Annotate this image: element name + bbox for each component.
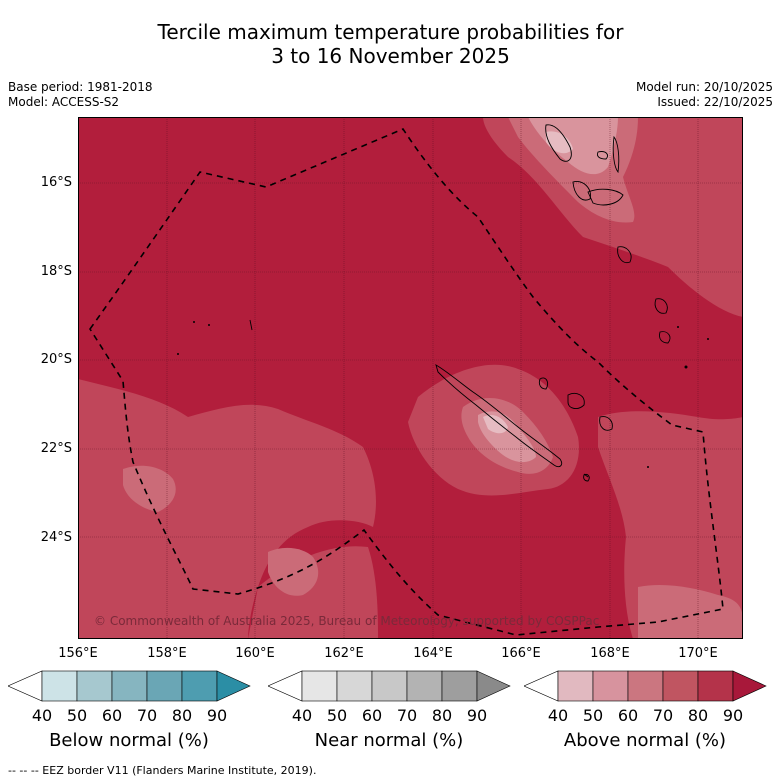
cbar-below-title: Below normal (%): [49, 730, 209, 751]
lat-label-18s: 18°S: [40, 264, 72, 279]
cbar-below-tick-50: 50: [66, 706, 88, 725]
island-erromango: [617, 246, 632, 264]
cbar-near-tick-60: 60: [361, 706, 383, 725]
cbar-above-seg-3: [627, 670, 664, 702]
cbar-above-seg-2: [592, 670, 629, 702]
region-70-bottom: [248, 546, 378, 639]
colorbar-below: [8, 670, 251, 702]
cbar-above-tick-40: 40: [547, 706, 569, 725]
cbar-near-seg-6: [476, 670, 511, 702]
eez-border: [89, 128, 724, 636]
region-70-southwest: [78, 379, 376, 639]
island-ambae: [597, 151, 609, 160]
lon-label-156e: 156°E: [58, 646, 98, 661]
lat-label-16s: 16°S: [40, 175, 72, 190]
island-isle-of-pines: [583, 474, 590, 482]
lon-label-158e: 158°E: [147, 646, 187, 661]
base-period: Base period: 1981-2018: [8, 80, 153, 94]
island-malekula: [572, 181, 591, 201]
lon-label-170e: 170°E: [678, 646, 718, 661]
cbar-near-seg-1: [301, 670, 338, 702]
cbar-near-tick-40: 40: [291, 706, 313, 725]
lon-label-162e: 162°E: [324, 646, 364, 661]
island-mare: [599, 416, 613, 431]
region-70-east: [598, 411, 743, 639]
issued-date: Issued: 22/10/2025: [657, 95, 773, 109]
eez-footnote: -- -- -- EEZ border V11 (Flanders Marine…: [8, 764, 317, 777]
island-lifou: [567, 393, 585, 409]
cbar-below-seg-2: [76, 670, 113, 702]
island-chesterfield: [249, 319, 253, 331]
island-tanna: [654, 298, 668, 314]
cbar-above-seg-6: [732, 670, 767, 702]
cbar-below-tick-90: 90: [206, 706, 228, 725]
island-matthew: [583, 473, 589, 478]
island-new-caledonia: [435, 364, 563, 468]
lat-label-20s: 20°S: [40, 352, 72, 367]
region-60-west: [123, 465, 176, 512]
cbar-below-tick-80: 80: [171, 706, 193, 725]
colorbar-above: [524, 670, 767, 702]
cbar-above-tick-70: 70: [652, 706, 674, 725]
cbar-above-tick-90: 90: [722, 706, 744, 725]
island-aneityum: [659, 331, 671, 344]
colorbar-near: [268, 670, 511, 702]
lat-label-22s: 22°S: [40, 441, 72, 456]
lon-label-164e: 164°E: [413, 646, 453, 661]
cbar-near-tick-70: 70: [396, 706, 418, 725]
cbar-below-tick-70: 70: [136, 706, 158, 725]
cbar-near-seg-4: [406, 670, 443, 702]
cbar-near-seg-0: [268, 670, 303, 702]
small-islands: [177, 321, 709, 468]
island-pentecost: [612, 135, 620, 174]
region-50-northeast: [528, 117, 618, 175]
cbar-near-tick-50: 50: [326, 706, 348, 725]
probability-map: © Commonwealth of Australia 2025, Bureau…: [78, 117, 743, 639]
island-ouvea: [538, 377, 549, 390]
cbar-below-seg-3: [111, 670, 148, 702]
title-line-1: Tercile maximum temperature probabilitie…: [157, 20, 624, 44]
cbar-below-tick-40: 40: [31, 706, 53, 725]
island-efate: [587, 188, 624, 206]
cbar-above-tick-80: 80: [687, 706, 709, 725]
cbar-above-seg-0: [524, 670, 559, 702]
island-espiritu-santo: [545, 124, 572, 162]
cbar-above-tick-50: 50: [582, 706, 604, 725]
lon-label-168e: 168°E: [590, 646, 630, 661]
cbar-below-tick-60: 60: [101, 706, 123, 725]
cbar-near-tick-90: 90: [466, 706, 488, 725]
coastlines: [249, 124, 671, 482]
cbar-near-seg-3: [371, 670, 408, 702]
lat-label-24s: 24°S: [40, 530, 72, 545]
cbar-above-tick-60: 60: [617, 706, 639, 725]
cbar-near-title: Near normal (%): [314, 730, 464, 751]
cbar-near-seg-5: [441, 670, 478, 702]
cbar-above-seg-4: [662, 670, 699, 702]
cbar-below-seg-0: [8, 670, 43, 702]
cbar-above-seg-5: [697, 670, 734, 702]
cbar-below-seg-5: [181, 670, 218, 702]
region-60-southeast: [638, 584, 743, 639]
lon-label-166e: 166°E: [501, 646, 541, 661]
model-name: Model: ACCESS-S2: [8, 95, 120, 109]
region-60-south: [268, 547, 319, 596]
cbar-below-seg-1: [41, 670, 78, 702]
copyright-notice: © Commonwealth of Australia 2025, Bureau…: [94, 614, 599, 628]
cbar-above-seg-1: [557, 670, 594, 702]
meta-left: Base period: 1981-2018 Model: ACCESS-S2: [8, 80, 153, 110]
region-40-northeast: [546, 131, 573, 154]
cbar-above-title: Above normal (%): [563, 730, 727, 751]
model-run: Model run: 20/10/2025: [635, 80, 773, 94]
chart-title: Tercile maximum temperature probabilitie…: [0, 20, 781, 68]
cbar-below-seg-6: [216, 670, 251, 702]
cbar-below-seg-4: [146, 670, 183, 702]
cbar-near-seg-2: [336, 670, 373, 702]
region-40-central: [483, 415, 508, 434]
meta-right: Model run: 20/10/2025 Issued: 22/10/2025: [636, 80, 773, 110]
title-line-2: 3 to 16 November 2025: [271, 44, 510, 68]
lon-label-160e: 160°E: [235, 646, 275, 661]
cbar-near-tick-80: 80: [431, 706, 453, 725]
